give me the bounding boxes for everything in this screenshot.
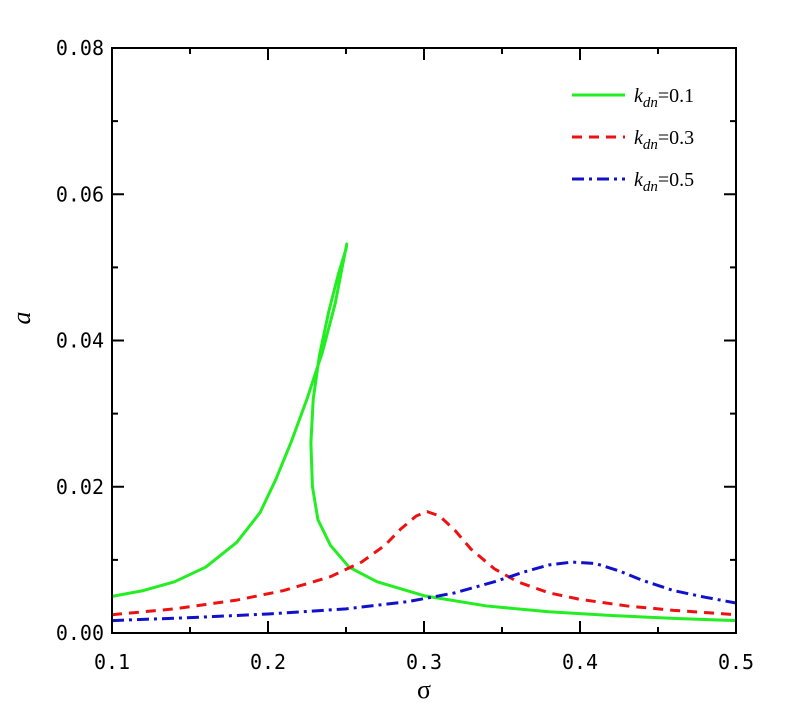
axis-tick-labels: 0.1 0.2 0.3 0.4 0.5 0.00 0.02 0.04 0.06 0.08: [56, 36, 754, 674]
x-tick-label: 0.2: [250, 650, 286, 674]
legend: kdn=0.1 kdn=0.3 kdn=0.5: [572, 85, 694, 195]
legend-label-3: kdn=0.5: [634, 169, 694, 195]
legend-label-1: kdn=0.1: [634, 85, 694, 111]
y-axis-title: a: [7, 312, 36, 325]
y-tick-label: 0.04: [56, 329, 104, 353]
x-axis-title: σ: [417, 675, 431, 704]
series-group: [112, 242, 736, 623]
series-line-2: [112, 510, 736, 617]
y-tick-label: 0.08: [56, 36, 104, 60]
legend-label-2: kdn=0.3: [634, 127, 694, 153]
x-tick-label: 0.4: [562, 650, 598, 674]
y-tick-label: 0.02: [56, 475, 104, 499]
x-tick-label: 0.3: [406, 650, 442, 674]
series-line-3: [112, 560, 736, 623]
series-line-1: [112, 242, 736, 623]
y-tick-label: 0.06: [56, 182, 104, 206]
axis-ticks: [111, 47, 737, 634]
x-tick-label: 0.5: [718, 650, 754, 674]
x-tick-label: 0.1: [94, 650, 130, 674]
y-tick-label: 0.00: [56, 621, 104, 645]
